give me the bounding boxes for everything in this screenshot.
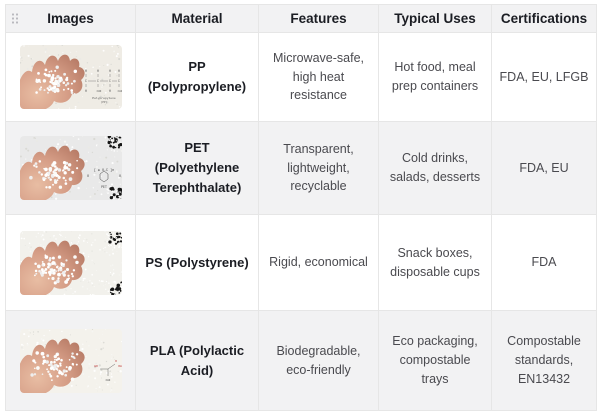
svg-text:CH3: CH3 [96, 90, 101, 93]
svg-text:Polypropylene: Polypropylene [92, 96, 116, 100]
svg-text:CH3: CH3 [105, 379, 110, 382]
svg-text:H: H [85, 89, 87, 93]
svg-text:C: C [118, 79, 120, 83]
svg-text:H: H [109, 69, 111, 73]
svg-text:CH3: CH3 [117, 90, 121, 93]
svg-text:H: H [85, 69, 87, 73]
svg-text:H: H [97, 69, 99, 73]
svg-text:C: C [97, 79, 99, 83]
svg-text:OH: OH [118, 365, 122, 368]
svg-text:C: C [109, 79, 111, 83]
svg-text:C: C [85, 79, 87, 83]
svg-text:PET: PET [101, 185, 107, 189]
svg-text:HO: HO [94, 365, 98, 368]
svg-text:(PP): (PP) [100, 100, 107, 104]
svg-text:H: H [109, 89, 111, 93]
svg-text:O: O [118, 175, 120, 179]
svg-text:H: H [118, 69, 120, 73]
svg-text:O: O [115, 360, 117, 363]
svg-text:[ ◈ O-C ]n: [ ◈ O-C ]n [93, 168, 113, 173]
svg-text:O: O [86, 175, 88, 179]
